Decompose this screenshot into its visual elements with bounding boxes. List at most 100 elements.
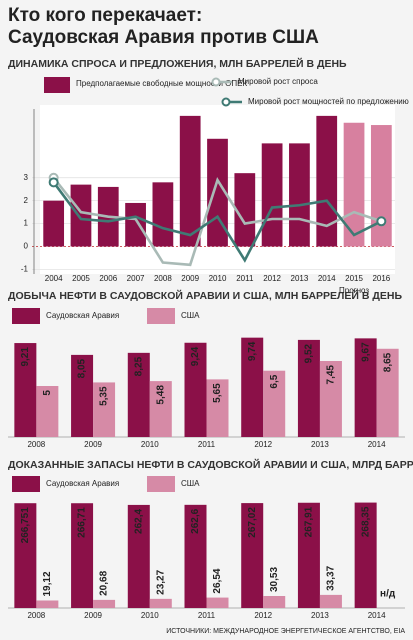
bar — [71, 503, 94, 608]
x-tick-label: 2011 — [236, 274, 254, 283]
x-tick-label: 2012 — [263, 274, 281, 283]
x-tick-label: 2016 — [372, 274, 390, 283]
bar — [36, 386, 59, 437]
annotation: Прогноз — [339, 286, 369, 295]
bar — [127, 352, 150, 437]
line-point — [48, 177, 59, 188]
value-label: 5,65 — [212, 383, 223, 403]
bar — [370, 125, 392, 247]
bar — [125, 202, 146, 247]
main-title: Кто кого перекачает: Саудовская Аравия пр… — [8, 5, 319, 48]
x-tick-label: 2005 — [72, 274, 90, 283]
value-label: 5 — [42, 390, 53, 396]
x-tick-label: 2012 — [254, 440, 272, 449]
legend-label: Мировой рост мощностей по предложению — [248, 97, 409, 106]
value-label: 9,74 — [247, 341, 258, 361]
y-tick-label: 0 — [24, 242, 29, 251]
x-tick-label: 2012 — [254, 611, 272, 620]
bar — [149, 381, 172, 437]
bar — [354, 502, 377, 608]
x-tick-label: 2014 — [318, 274, 336, 283]
x-tick-label: 2010 — [209, 274, 227, 283]
chart-title: ДИНАМИКА СПРОСА И ПРЕДЛОЖЕНИЯ, МЛН БАРРЕ… — [8, 57, 347, 70]
value-label: н/д — [380, 589, 396, 600]
value-label: 5,35 — [99, 386, 110, 406]
bar — [93, 382, 116, 437]
x-tick-label: 2009 — [84, 440, 102, 449]
source: ИСТОЧНИКИ: МЕЖДУНАРОДНОЕ ЭНЕРГЕТИЧЕСКОЕ … — [166, 628, 405, 635]
bar — [234, 173, 256, 247]
value-label: 6,5 — [269, 374, 280, 388]
bar — [376, 348, 399, 437]
legend-label: Саудовская Аравия — [46, 311, 119, 320]
x-tick-label: 2007 — [127, 274, 145, 283]
value-label: 267,02 — [247, 507, 258, 538]
legend-label: Мировой рост спроса — [238, 77, 318, 86]
x-tick-label: 2015 — [345, 274, 363, 283]
value-label: 9,24 — [190, 346, 201, 366]
legend-swatch — [147, 476, 175, 492]
y-tick-label: 3 — [24, 173, 29, 182]
x-tick-label: 2014 — [368, 440, 386, 449]
line — [52, 181, 382, 263]
bar — [206, 597, 229, 608]
legend-swatch — [12, 476, 40, 492]
chart-title: ДОБЫЧА НЕФТИ В САУДОВСКОЙ АРАВИИ И США, … — [8, 289, 402, 302]
x-tick-label: 2006 — [99, 274, 117, 283]
bar — [70, 184, 92, 247]
bar — [179, 115, 201, 247]
value-label: 5,48 — [155, 385, 166, 405]
value-label: 19,12 — [42, 571, 53, 596]
legend-marker — [221, 97, 231, 107]
x-tick-label: 2010 — [141, 611, 159, 620]
value-label: 33,37 — [326, 565, 337, 590]
x-tick-label: 2014 — [368, 611, 386, 620]
value-label: 30,53 — [269, 567, 280, 592]
value-label: 20,68 — [99, 570, 110, 595]
value-label: 7,45 — [326, 365, 337, 385]
line-point — [376, 216, 387, 227]
bar — [149, 598, 172, 608]
bar — [263, 370, 286, 437]
value-label: 268,35 — [360, 506, 371, 537]
y-tick-label: -1 — [21, 265, 29, 274]
bar — [297, 502, 320, 608]
value-label: 262,4 — [133, 508, 144, 533]
bar — [261, 143, 283, 247]
value-label: 9,21 — [20, 347, 31, 367]
bar — [289, 143, 310, 247]
legend-label: США — [181, 479, 200, 488]
bar — [93, 599, 116, 608]
value-label: 8,05 — [77, 358, 88, 378]
x-tick-label: 2009 — [181, 274, 199, 283]
line — [52, 176, 382, 267]
x-tick-label: 2011 — [198, 611, 216, 620]
bar — [14, 503, 37, 608]
bar — [297, 339, 320, 437]
value-label: 23,27 — [155, 569, 166, 594]
x-tick-label: 2008 — [27, 611, 45, 620]
bar — [354, 338, 377, 437]
bar — [127, 504, 150, 608]
value-label: 267,91 — [304, 506, 315, 537]
x-tick-label: 2009 — [84, 611, 102, 620]
bar — [241, 503, 264, 608]
legend-swatch — [12, 308, 40, 324]
bar — [36, 600, 59, 608]
x-tick-label: 2011 — [198, 440, 216, 449]
x-tick-label: 2013 — [311, 611, 329, 620]
value-label: 8,25 — [133, 356, 144, 376]
value-label: 266,751 — [20, 507, 31, 544]
y-tick-label: 1 — [24, 219, 29, 228]
bar — [184, 342, 207, 437]
bar — [319, 594, 342, 608]
legend-label: Предполагаемые свободные мощности ОПЕК — [76, 79, 247, 88]
bar — [184, 504, 207, 608]
value-label: 9,67 — [360, 342, 371, 362]
legend-marker — [211, 77, 221, 87]
bar — [14, 343, 37, 437]
chart-title: ДОКАЗАННЫЕ ЗАПАСЫ НЕФТИ В САУДОВСКОЙ АРА… — [8, 458, 413, 471]
x-tick-label: 2010 — [141, 440, 159, 449]
legend-swatch — [147, 308, 175, 324]
bar — [316, 115, 338, 247]
